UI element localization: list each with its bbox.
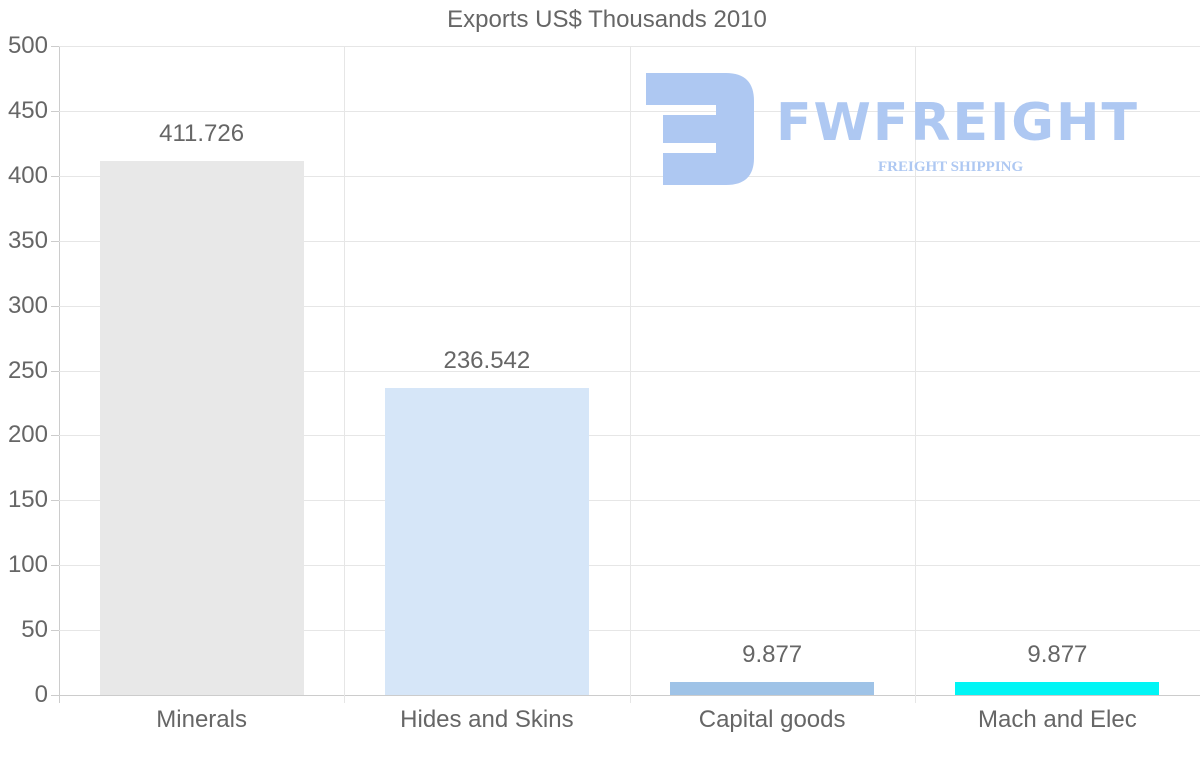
fwfreight-logo-icon bbox=[646, 73, 754, 185]
y-tick-mark bbox=[51, 370, 59, 372]
y-tick-label: 50 bbox=[21, 616, 48, 644]
x-tick-label: Mach and Elec bbox=[977, 706, 1137, 733]
plot-area: 411.726 236.542 9.877 9.877 bbox=[59, 46, 1200, 703]
y-tick-mark bbox=[51, 46, 59, 47]
bar-minerals[interactable] bbox=[99, 160, 304, 695]
chart-title: Exports US$ Thousands 2010 bbox=[447, 6, 767, 33]
y-tick-mark bbox=[51, 500, 59, 502]
bar-capital-goods[interactable] bbox=[670, 682, 875, 695]
y-tick-label: 0 bbox=[34, 681, 48, 708]
fwfreight-watermark: FWFREIGHT FREIGHT SHIPPING bbox=[646, 73, 1166, 188]
y-tick-label: 300 bbox=[7, 291, 48, 319]
y-tick-label: 100 bbox=[7, 551, 48, 579]
y-tick-mark bbox=[51, 175, 59, 177]
x-tick-label: Capital goods bbox=[698, 706, 846, 733]
x-tick-label: Hides and Skins bbox=[400, 706, 574, 733]
y-tick-mark bbox=[51, 305, 59, 307]
y-tick-mark bbox=[51, 110, 59, 112]
y-axis-line bbox=[59, 46, 60, 703]
bar-value-label: 411.726 bbox=[159, 119, 245, 147]
bar-value-label: 236.542 bbox=[443, 346, 531, 374]
gridline-vertical bbox=[914, 46, 916, 703]
y-tick-label: 450 bbox=[7, 96, 48, 124]
gridline-vertical bbox=[344, 46, 346, 703]
bar-value-label: 9.877 bbox=[1027, 641, 1088, 669]
bar-hides-and-skins[interactable] bbox=[384, 387, 589, 695]
y-tick-mark bbox=[51, 630, 59, 632]
gridline-vertical bbox=[629, 46, 631, 703]
bar-value-label: 9.877 bbox=[742, 641, 803, 669]
watermark-brand: FWFREIGHT bbox=[776, 93, 1139, 153]
bar-mach-and-elec[interactable] bbox=[955, 682, 1160, 695]
y-tick-label: 400 bbox=[7, 161, 48, 189]
x-tick-label: Minerals bbox=[156, 706, 247, 733]
y-tick-label: 500 bbox=[7, 32, 48, 59]
y-tick-label: 250 bbox=[7, 356, 48, 384]
watermark-tagline: FREIGHT SHIPPING bbox=[878, 159, 1024, 175]
y-tick-mark bbox=[51, 565, 59, 567]
y-tick-label: 350 bbox=[7, 226, 48, 254]
y-tick-mark bbox=[51, 435, 59, 437]
y-tick-mark bbox=[51, 695, 59, 696]
y-tick-label: 200 bbox=[7, 421, 48, 449]
y-tick-mark bbox=[51, 240, 59, 242]
y-tick-label: 150 bbox=[7, 486, 48, 514]
